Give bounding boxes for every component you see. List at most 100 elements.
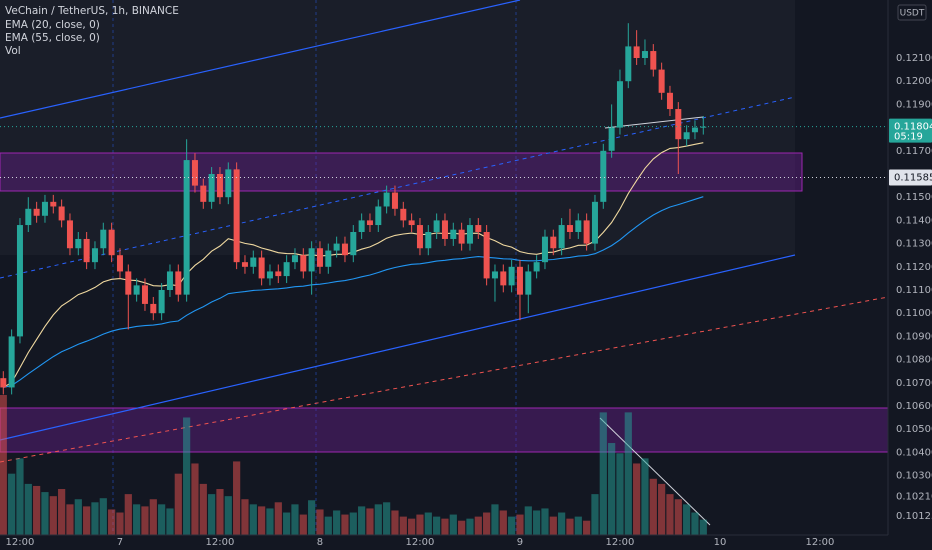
candle-body [41, 201, 48, 216]
candle-body [500, 271, 507, 286]
candle-body [100, 229, 107, 249]
candle-body [333, 243, 340, 251]
candle-body [433, 220, 440, 233]
candle-body [408, 220, 415, 226]
volume-bar [174, 473, 182, 535]
volume-bar [483, 512, 491, 535]
volume-bar [183, 417, 191, 535]
currency-box [897, 4, 927, 21]
candle-body [200, 185, 207, 202]
zone [0, 407, 889, 453]
candle-body [16, 225, 23, 337]
candle-body [308, 248, 315, 272]
x-tick-label: 12:00 [6, 537, 35, 548]
price-axis [888, 0, 932, 550]
candle-body [158, 290, 165, 314]
x-tick-label: 7 [117, 537, 123, 548]
candle-body [283, 262, 290, 277]
candle-body [508, 266, 515, 286]
volume-bar [108, 509, 116, 535]
volume-bar [558, 512, 566, 535]
volume-bar [133, 504, 141, 535]
volume-bar [408, 518, 416, 535]
volume-bar [416, 514, 424, 535]
volume-bar [624, 412, 632, 535]
volume-bar [41, 492, 49, 535]
volume-bar [433, 516, 441, 535]
shaded-region [0, 0, 795, 255]
volume-bar [308, 500, 316, 535]
candle-body [683, 132, 690, 140]
x-tick-label: 9 [517, 537, 523, 548]
volume-bar [574, 516, 582, 535]
candle-body [233, 169, 240, 263]
volume-bar [299, 514, 307, 535]
volume-bar [466, 518, 474, 535]
volume-bar [8, 473, 16, 535]
volume-bar [649, 478, 657, 535]
volume-bar [608, 443, 616, 535]
channel-upper [0, 0, 521, 119]
candle-body [191, 160, 198, 186]
candle-body [566, 225, 573, 233]
candle-body [375, 206, 382, 226]
volume-bar [458, 520, 466, 535]
candle-body [516, 266, 523, 295]
candle-body [558, 225, 565, 249]
candle-body [641, 51, 648, 59]
candle-body [491, 271, 498, 279]
candle-body [300, 255, 307, 272]
volume-bar [166, 508, 174, 535]
candle-body [25, 208, 32, 226]
volume-bar [316, 509, 324, 535]
volume-bar [274, 502, 282, 535]
candle-body [108, 229, 115, 256]
candle-body [258, 257, 265, 279]
y-tick-label: 0.10125 [896, 511, 932, 522]
volume-bar [124, 494, 132, 535]
candle-body [533, 262, 540, 272]
candle-body [416, 225, 423, 249]
x-tick-label: 12:00 [606, 537, 635, 548]
volume-bar [474, 516, 482, 535]
candle-body [325, 250, 332, 267]
candle-body [475, 225, 482, 233]
candle-body [241, 262, 248, 267]
volume-bar [599, 412, 607, 535]
volume-bar [349, 512, 357, 535]
candle-body [650, 51, 657, 70]
candle-body [150, 303, 157, 314]
volume-bar [333, 510, 341, 535]
candle-body [600, 150, 607, 202]
volume-bar [691, 512, 699, 535]
candle-body [675, 109, 682, 140]
candle-body [400, 208, 407, 221]
candle-body [575, 220, 582, 233]
volume-bar [616, 453, 624, 535]
chart-title: VeChain / TetherUS, 1h, BINANCE [5, 5, 179, 17]
candle-body [391, 192, 398, 209]
candle-body [66, 220, 73, 249]
volume-bar [491, 504, 499, 535]
volume-bar [191, 463, 199, 535]
volume-bar [33, 485, 41, 535]
currency: USDT [900, 9, 925, 19]
candle-body [383, 192, 390, 207]
candle-body [225, 169, 232, 198]
volume-bar [391, 510, 399, 535]
candle-body [458, 229, 465, 244]
candle-body [266, 271, 273, 279]
volume-bar [524, 506, 532, 535]
volume-bar [674, 499, 682, 535]
volume-bar [199, 483, 207, 535]
volume-bar [683, 504, 691, 535]
candle-body [125, 271, 132, 295]
candle-body [583, 220, 590, 244]
